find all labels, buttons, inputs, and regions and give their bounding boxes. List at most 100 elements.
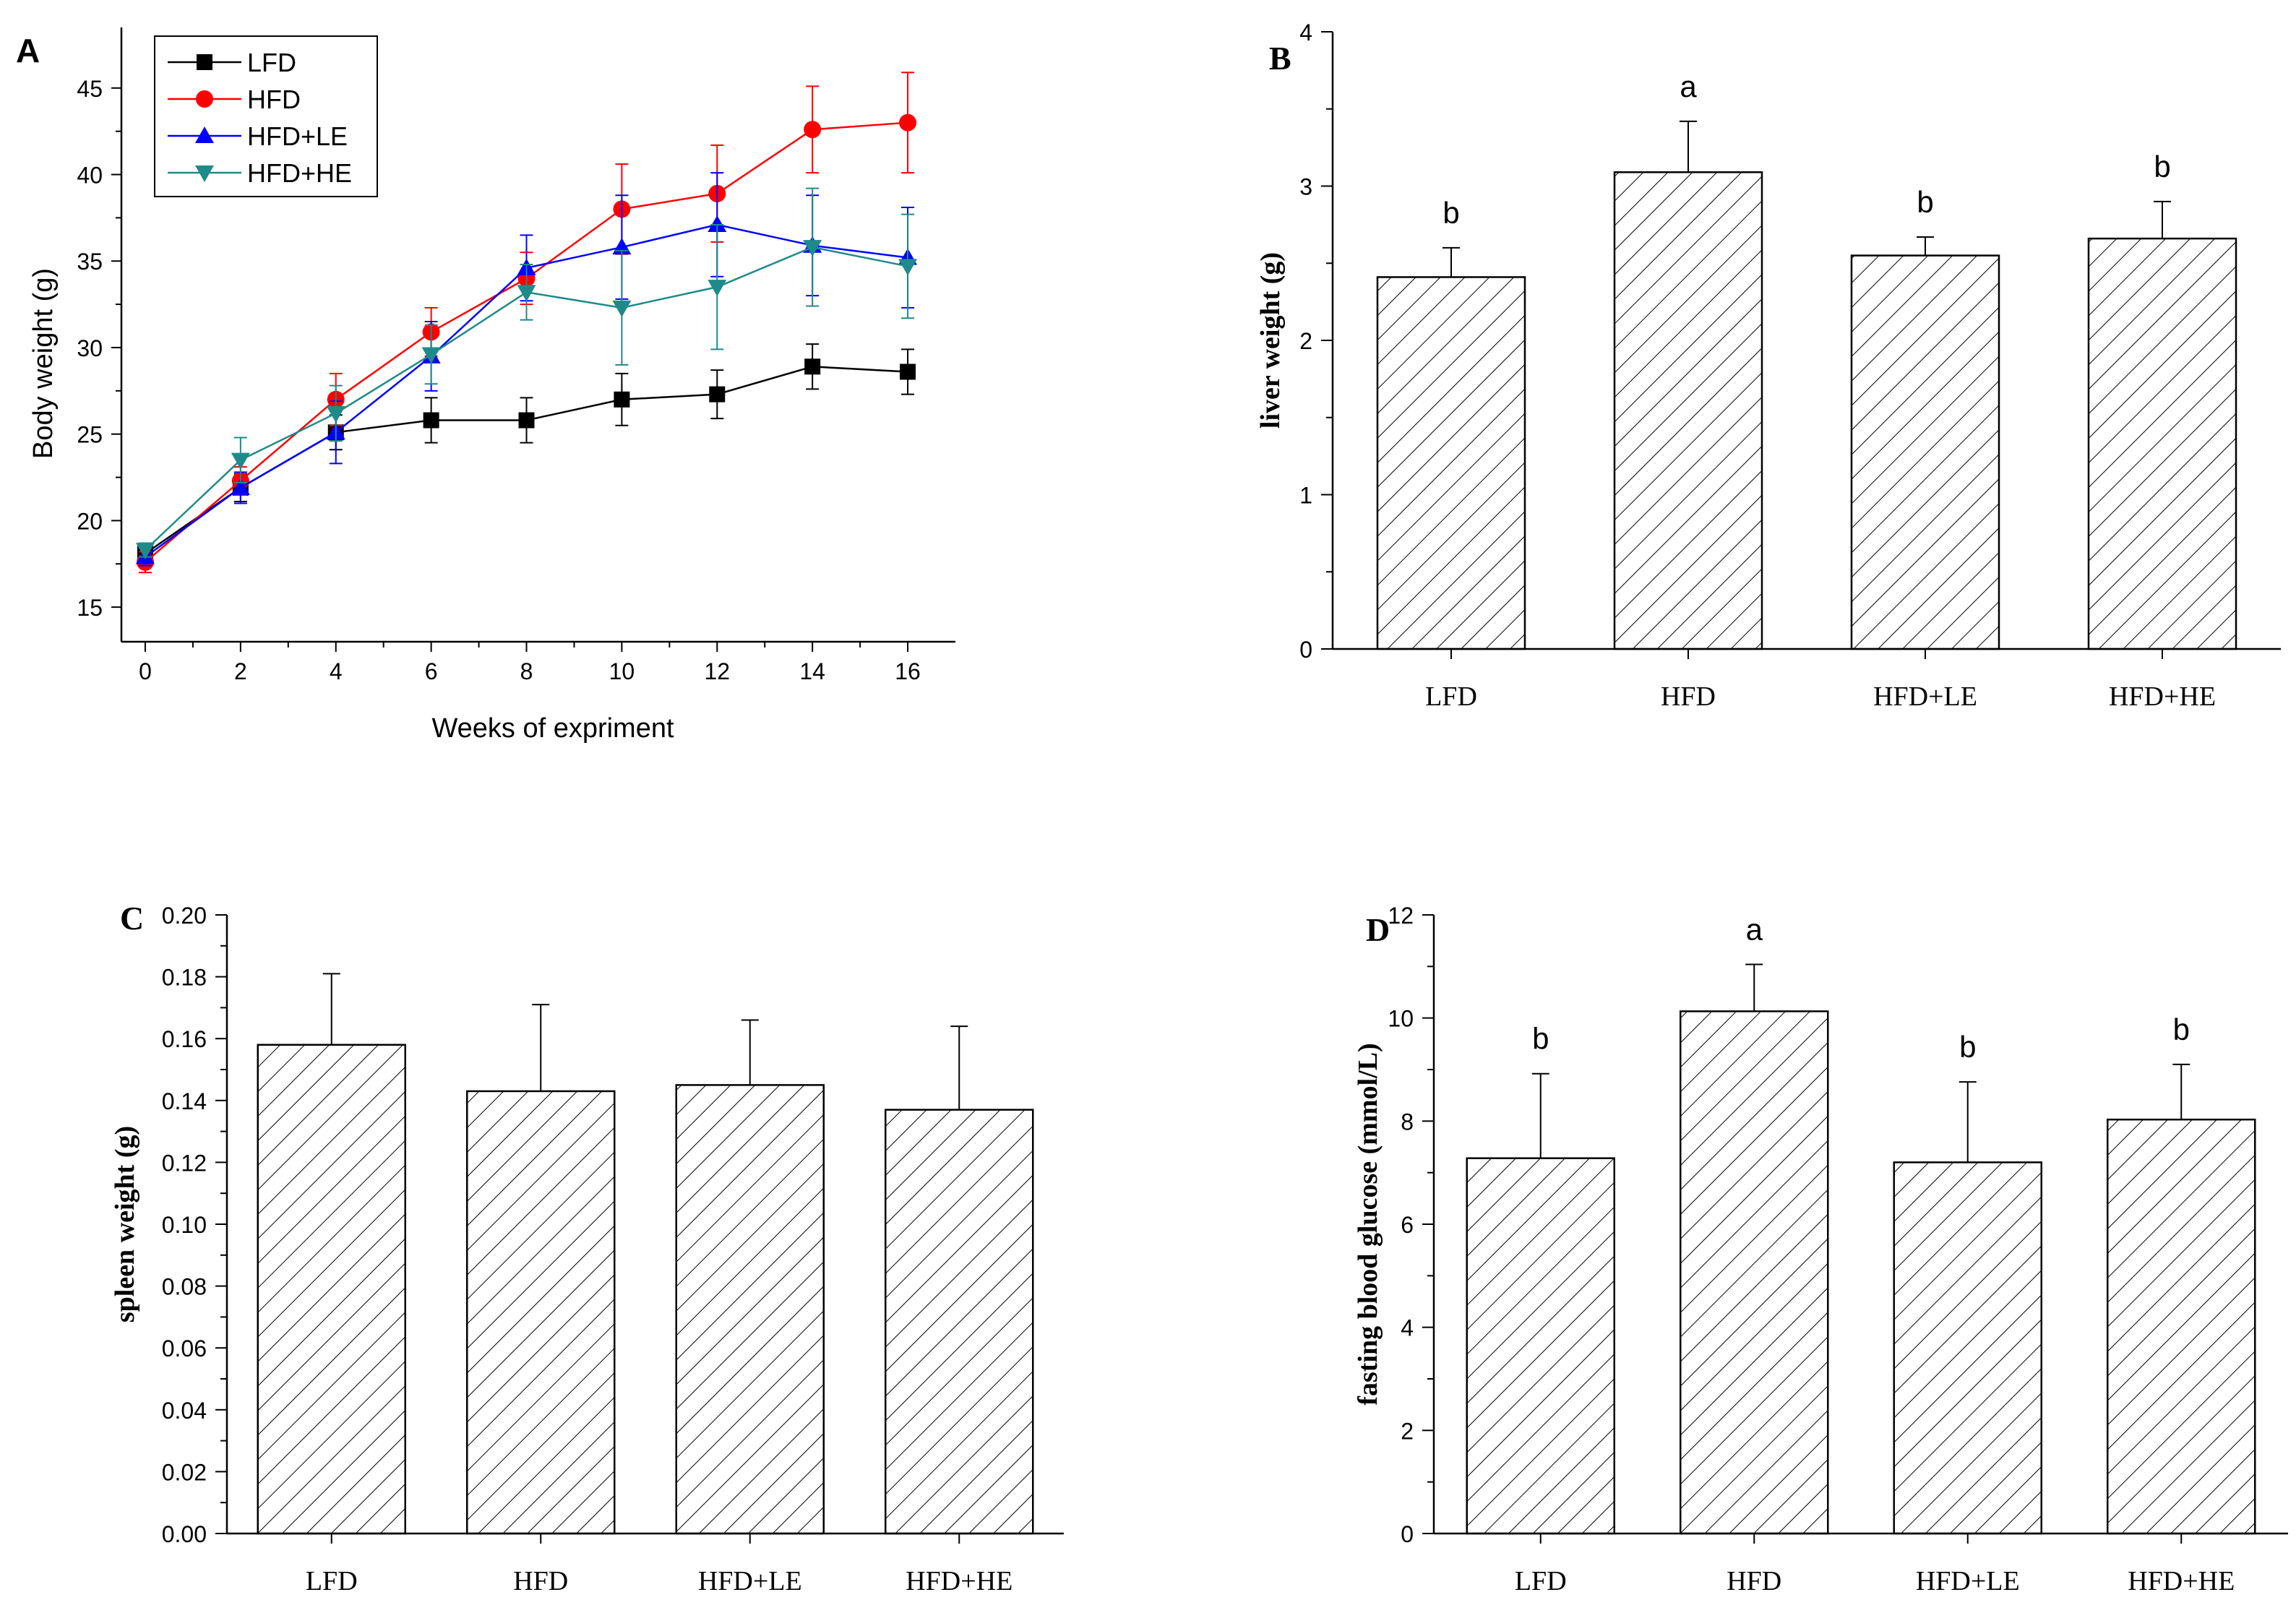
y-tick-label: 15 [77,595,103,621]
data-point-hfd-he [612,300,632,317]
panel-label-a: A [16,32,40,69]
data-point-hfd-he [421,347,441,364]
bar-lfd [1376,276,1526,650]
data-point-lfd [518,412,535,429]
data-point-hfd-he [135,543,155,560]
panel-label-c: C [120,900,144,937]
legend-label-lfd: LFD [247,48,296,77]
series-line-lfd [145,366,908,554]
legend-label-hfd: HFD [247,85,301,114]
bar-hfd-le [1850,254,2000,650]
data-point-hfd-he [326,405,345,423]
y-tick-label: 0.08 [162,1274,207,1300]
data-point-lfd [900,364,916,380]
x-category-label-hfd: HFD [1661,681,1716,712]
y-tick-label: 45 [77,76,103,102]
bar-hfd [1613,171,1763,650]
x-tick-label: 8 [520,658,533,684]
data-point-hfd-le [708,215,727,232]
y-tick-label: 0.14 [162,1088,207,1114]
bar-hfd [1680,1010,1829,1535]
y-tick-label: 0.16 [162,1026,207,1052]
y-tick-label: 4 [1401,1315,1414,1341]
panel-c-spleen-weight-chart: 0.00 0.02 0.04 0.06 0.08 0.10 0.12 0.14 0.16 0.18… [110,903,1064,1596]
y-tick-label: 6 [1401,1212,1414,1238]
bar-lfd [257,1044,406,1535]
bar-hfd-he [885,1109,1034,1535]
x-category-label-hfd: HFD [513,1566,568,1596]
y-axis-title: fasting blood glucose (mmol/L) [1353,1043,1383,1405]
x-category-label-lfd: LFD [1515,1566,1567,1596]
data-point-hfd-he [708,280,727,297]
legend-marker-lfd [197,54,212,70]
panel-b-liver-weight-chart: 0 1 2 3 4 LFD b HFD a HFD+LE b HFD+HE b liver weight … [1255,20,2281,712]
x-category-label-hfd: HFD [1727,1566,1781,1596]
legend-label-hfd-le: HFD+LE [247,121,348,151]
y-tick-label: 0.00 [162,1521,207,1547]
y-tick-label: 0 [1401,1521,1414,1547]
significance-letter-hfd-he: b [2154,150,2170,184]
panel-label-b: B [1269,40,1291,77]
y-tick-label: 12 [1388,903,1414,929]
x-category-label-hfd-he: HFD+HE [906,1566,1012,1596]
y-tick-label: 0 [1299,637,1312,663]
y-tick-label: 30 [77,335,103,361]
x-tick-label: 0 [139,658,152,684]
legend-label-hfd-he: HFD+HE [247,158,352,188]
bar-hfd-le [675,1084,825,1535]
significance-letter-lfd: b [1532,1022,1549,1056]
panel-label-d: D [1366,911,1390,948]
y-tick-label: 2 [1401,1418,1414,1444]
y-tick-label: 1 [1299,483,1312,509]
y-axis-title: spleen weight (g) [110,1126,140,1322]
y-tick-label: 8 [1401,1109,1414,1135]
legend-marker-hfd-le [195,126,214,143]
significance-letter-hfd: a [1680,69,1697,103]
x-tick-label: 4 [330,658,343,684]
legend-marker-hfd [196,90,213,108]
data-point-hfd-he [898,259,918,276]
y-axis-title: liver weight (g) [1255,252,1286,429]
y-axis-title: Body weight (g) [28,268,59,459]
data-point-hfd-le [231,478,250,495]
y-tick-label: 0.04 [162,1398,207,1424]
y-tick-label: 35 [77,249,103,275]
data-point-hfd-he [517,285,536,302]
x-axis-title: Weeks of expriment [431,713,674,744]
y-tick-label: 0.02 [162,1459,207,1485]
y-tick-label: 0.10 [162,1212,207,1238]
x-category-label-lfd: LFD [1425,681,1477,712]
y-tick-label: 2 [1299,328,1312,354]
y-tick-label: 3 [1299,174,1312,200]
significance-letter-hfd-le: b [1917,185,1933,219]
bar-hfd-le [1893,1161,2042,1535]
x-category-label-hfd-le: HFD+LE [1873,681,1977,712]
significance-letter-hfd-he: b [2173,1012,2190,1046]
x-tick-label: 14 [799,658,825,684]
x-category-label-hfd-le: HFD+LE [698,1566,802,1596]
significance-letter-lfd: b [1442,196,1459,230]
data-point-lfd [709,386,726,403]
x-tick-label: 2 [234,658,247,684]
x-category-label-hfd-he: HFD+HE [2128,1566,2235,1596]
panel-d-fasting-glucose-chart: 0 2 4 6 8 10 12 LFD b HFD a HFD+LE b HFD+HE b fasting b… [1353,903,2288,1596]
x-tick-label: 12 [704,658,730,684]
data-point-lfd [423,412,439,429]
y-tick-label: 20 [77,508,103,534]
bar-hfd-he [2107,1118,2256,1535]
y-tick-label: 4 [1299,20,1312,46]
y-tick-label: 0.06 [162,1335,207,1362]
legend-marker-hfd-he [195,165,214,182]
panel-a-line-chart: 15 20 25 30 35 40 45 0 2 4 6 8 10 12 14 16 Weeks of expr… [28,27,955,744]
y-tick-label: 0.12 [162,1150,207,1176]
data-point-lfd [614,391,630,408]
y-tick-label: 0.20 [162,903,207,929]
data-point-hfd-he [231,452,250,470]
bar-lfd [1466,1157,1615,1535]
data-point-hfd [899,113,917,132]
data-point-hfd-he [803,240,822,257]
significance-letter-hfd: a [1746,912,1763,946]
y-tick-label: 25 [77,422,103,448]
x-tick-label: 6 [425,658,438,684]
